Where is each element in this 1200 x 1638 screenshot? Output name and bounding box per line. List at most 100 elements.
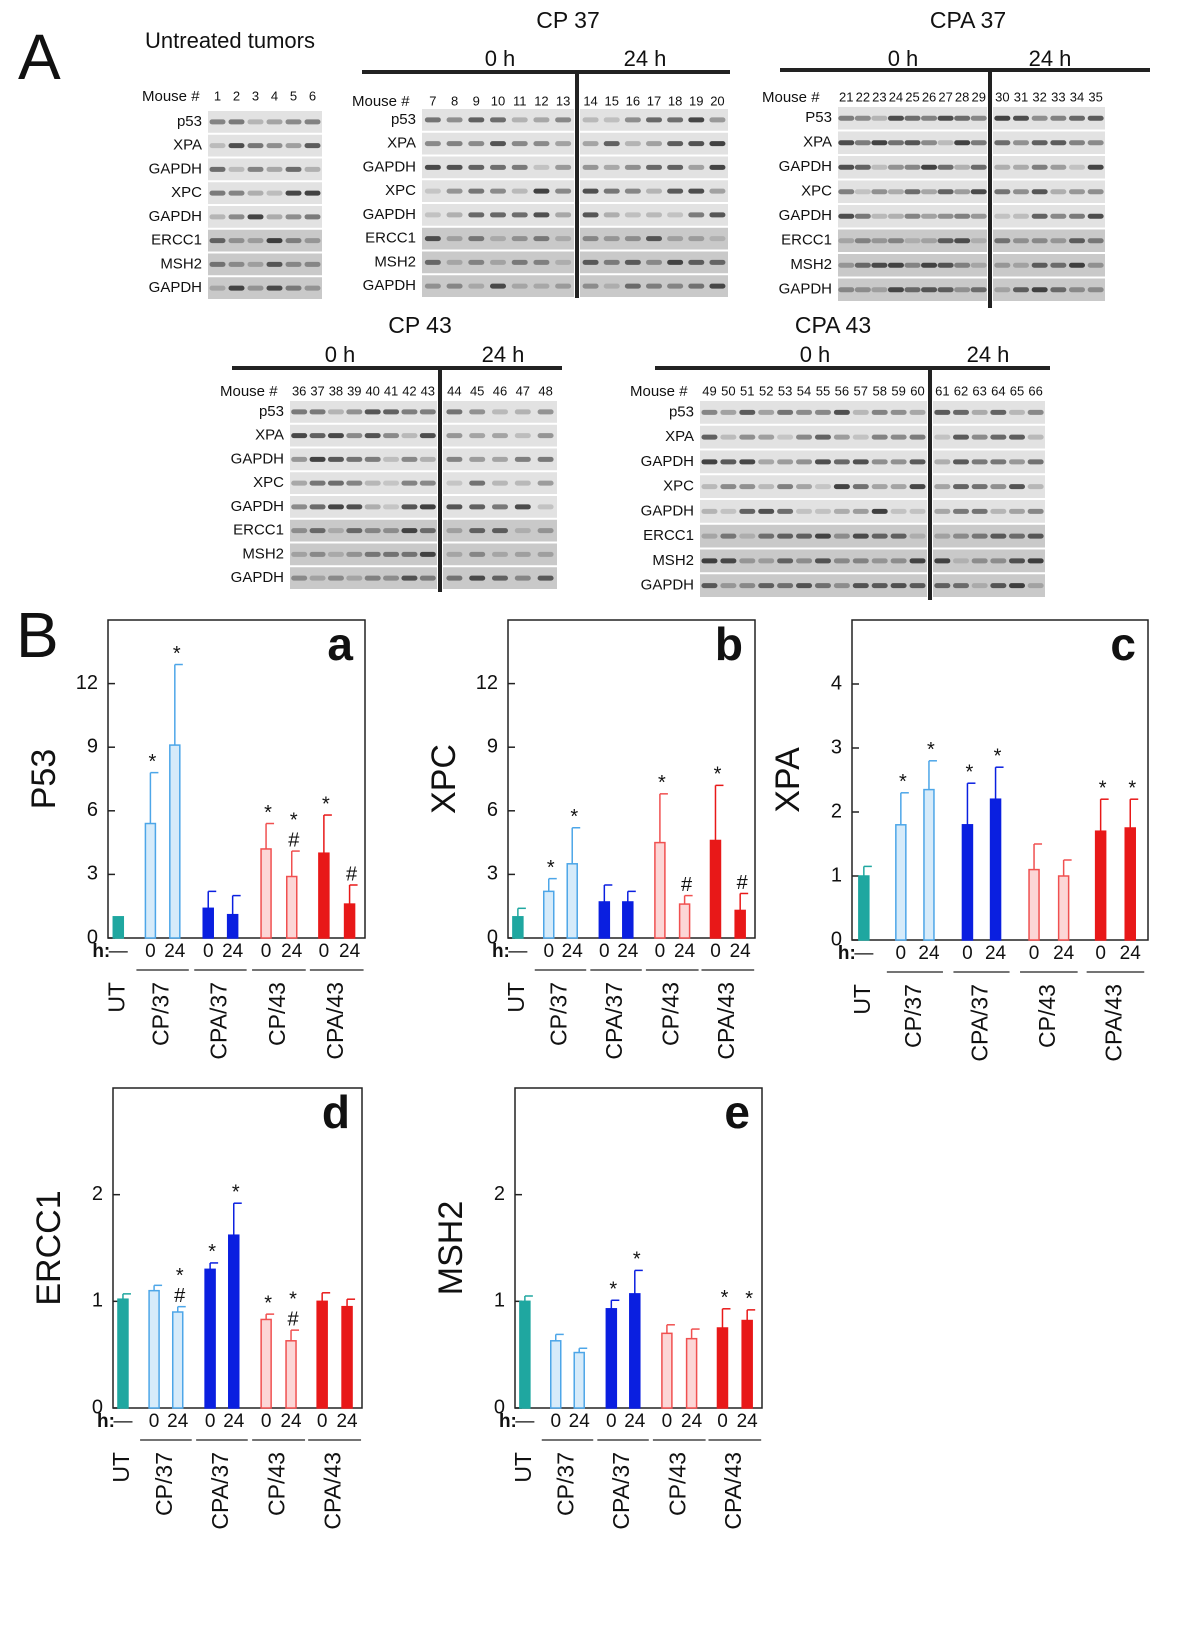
blot-band <box>1087 262 1104 268</box>
blot-band <box>970 140 987 146</box>
significance-mark: * <box>994 745 1002 767</box>
blot-band <box>646 117 662 123</box>
blot-strip <box>838 156 987 179</box>
blot-band <box>838 287 855 293</box>
blot-band <box>511 283 528 289</box>
x-prefix: h: <box>97 1411 115 1432</box>
blot-band <box>990 533 1007 539</box>
blot-band <box>739 409 756 415</box>
blot-band <box>1009 409 1025 415</box>
blot-band <box>852 558 869 564</box>
blot-band <box>624 283 641 289</box>
blot-strip <box>993 180 1105 203</box>
hour-label: — <box>113 1411 132 1432</box>
blot-band <box>904 213 921 219</box>
y-tick-label: 3 <box>831 736 842 758</box>
blot-band <box>994 189 1011 195</box>
blot-band <box>1031 164 1048 170</box>
blot-strip <box>208 253 322 276</box>
blot-band <box>953 434 969 440</box>
blot-band <box>646 283 662 289</box>
group-label: CP/37 <box>900 984 926 1048</box>
blot-band <box>1013 287 1029 293</box>
blot-band <box>327 480 344 486</box>
y-tick-label: 0 <box>92 1396 103 1418</box>
blot-band <box>446 575 463 581</box>
hour-label: 24 <box>222 941 244 962</box>
blot-band <box>582 164 599 170</box>
blot-row-label: ERCC1 <box>151 232 202 249</box>
blot-band <box>582 188 599 194</box>
hour-label: 0 <box>606 1411 617 1432</box>
blot-band <box>346 433 363 439</box>
blot-band <box>796 558 813 564</box>
mouse-number: 18 <box>668 93 682 108</box>
blot-band <box>247 166 264 172</box>
blot-band <box>667 117 684 123</box>
bar <box>204 1268 216 1409</box>
y-tick-label: 2 <box>831 800 842 822</box>
significance-mark: * <box>721 1287 729 1309</box>
blot-band <box>709 283 726 289</box>
blot-band <box>514 480 531 486</box>
blot-band <box>758 409 775 415</box>
blot-band <box>401 456 418 462</box>
blot-row-label: GAPDH <box>779 207 832 224</box>
blot-band <box>971 484 988 490</box>
blot-band <box>209 238 226 244</box>
blot-band <box>720 558 737 564</box>
blot-band <box>1031 287 1048 293</box>
blot-band <box>1027 558 1044 564</box>
mouse-number: 6 <box>309 88 316 103</box>
blot-band <box>228 119 245 125</box>
blot-band <box>909 484 926 490</box>
hour-label: 0 <box>149 1411 160 1432</box>
blot-band <box>555 236 572 242</box>
mouse-number: 42 <box>402 383 416 398</box>
blot-band <box>492 456 508 462</box>
blot-band <box>1027 583 1044 589</box>
blot-band <box>688 141 705 147</box>
hour-label: 24 <box>985 943 1007 964</box>
significance-mark: * <box>547 857 555 879</box>
blot-band <box>904 115 921 121</box>
blot-band <box>777 459 794 465</box>
blot-band <box>446 433 463 439</box>
mouse-number: 15 <box>604 93 618 108</box>
blot-band <box>701 459 718 465</box>
mouse-number: 25 <box>905 89 919 104</box>
mouse-number: 54 <box>797 383 811 398</box>
hour-label: 24 <box>1053 943 1075 964</box>
blot-band <box>796 583 813 589</box>
mouse-number: 61 <box>935 383 949 398</box>
bar <box>341 1305 353 1409</box>
mouse-number: 51 <box>740 383 754 398</box>
mouse-number: 35 <box>1088 89 1102 104</box>
blot-band <box>490 259 506 265</box>
blot-row-label: ERCC1 <box>781 232 832 249</box>
bar <box>858 875 870 941</box>
blot-band <box>934 484 951 490</box>
mouse-number: 11 <box>513 93 527 108</box>
blot-strip <box>208 158 322 181</box>
blot-band <box>537 456 554 462</box>
blot-band <box>1031 140 1048 146</box>
blot-band <box>209 285 226 291</box>
blot-band <box>309 456 326 462</box>
blot-band <box>994 262 1011 268</box>
blot-band <box>953 459 969 465</box>
blot-strip <box>580 132 728 155</box>
blot-band <box>490 236 506 242</box>
blot-band <box>209 214 226 220</box>
blot-band <box>852 484 869 490</box>
mouse-number: 27 <box>938 89 952 104</box>
mouse-number: 26 <box>922 89 936 104</box>
blot-band <box>603 212 620 218</box>
group-label: CP/43 <box>657 982 683 1046</box>
hour-label: 24 <box>730 941 752 962</box>
blot-band <box>446 283 463 289</box>
blot-band <box>667 259 684 265</box>
blot-band <box>291 456 308 462</box>
y-tick-label: 6 <box>87 799 98 821</box>
blot-row-label: GAPDH <box>779 281 832 298</box>
